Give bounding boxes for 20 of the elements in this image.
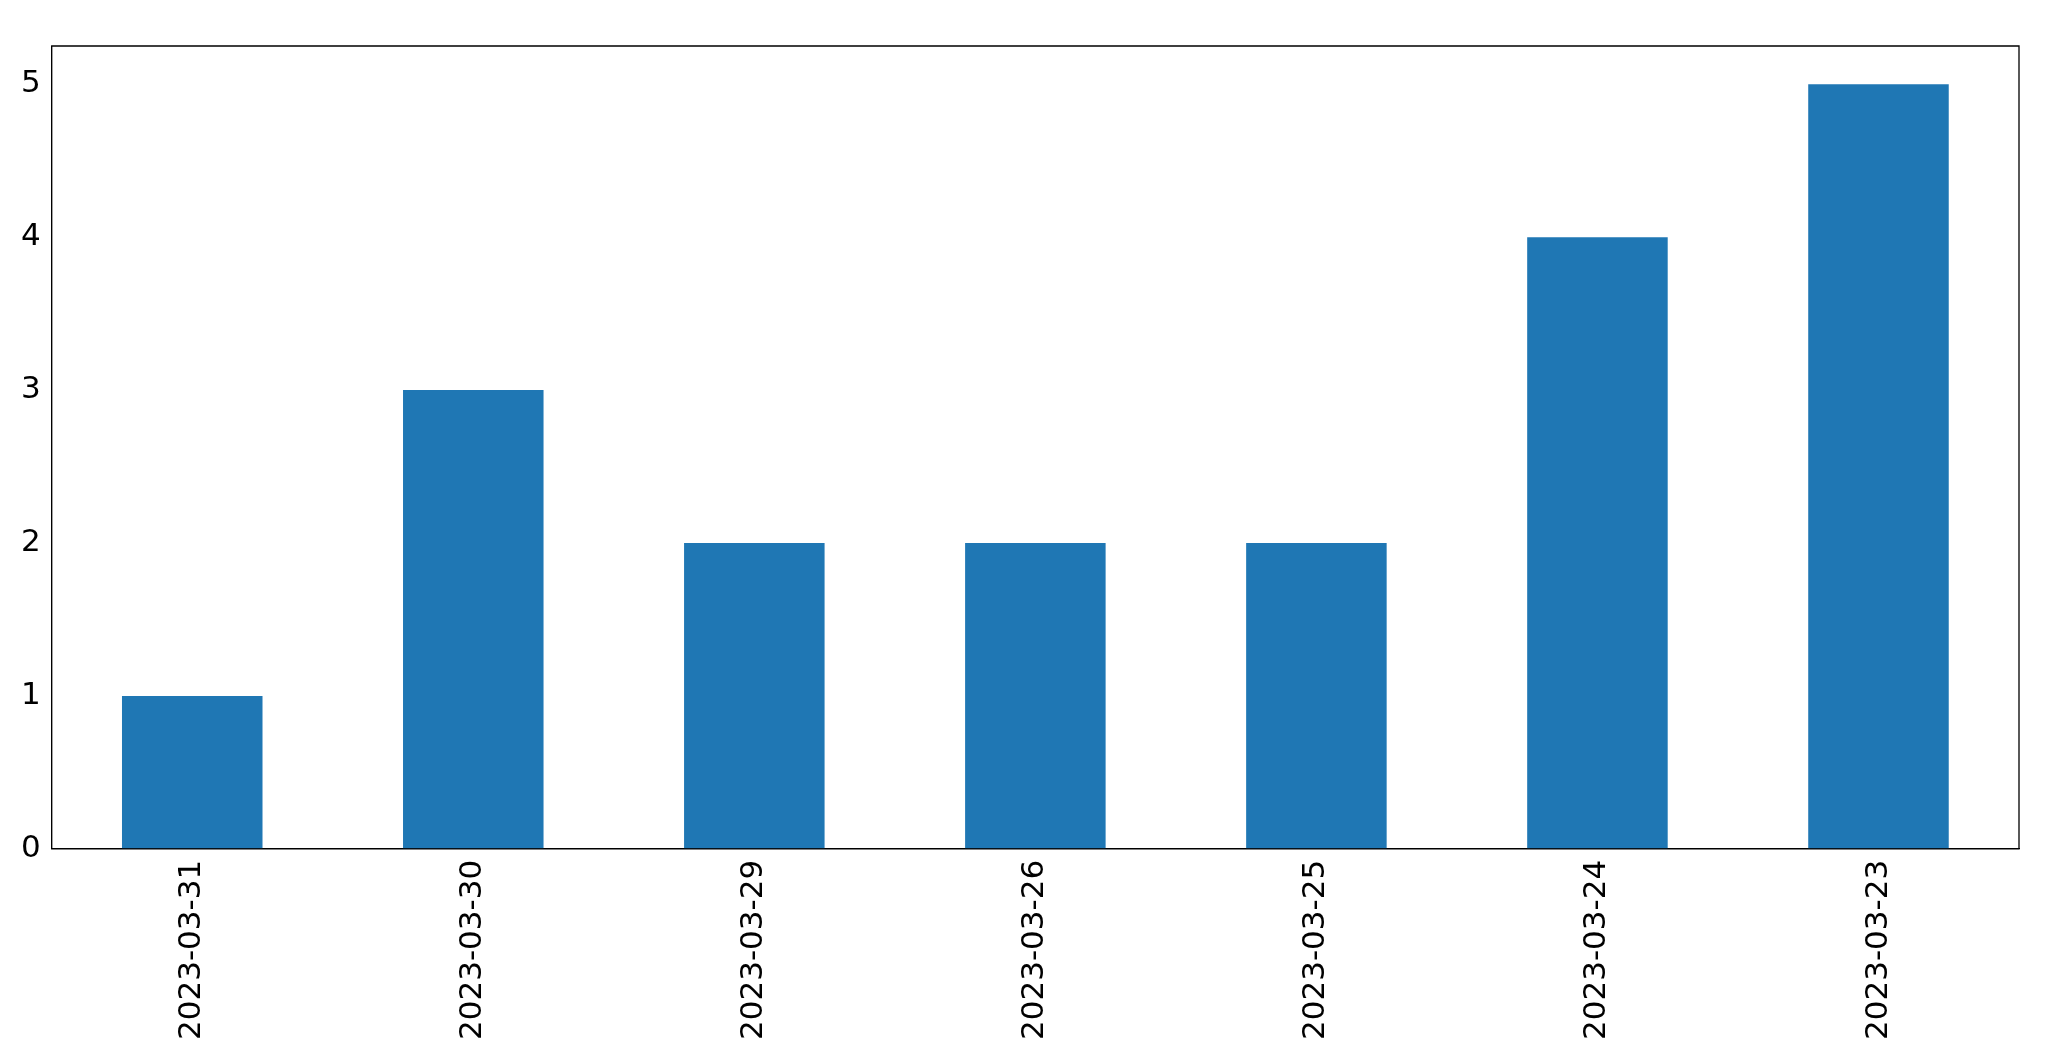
y-tick-label: 5 — [20, 63, 41, 100]
bar — [1527, 237, 1668, 849]
bar — [1808, 84, 1949, 849]
x-tick-label: 2023-03-26 — [1014, 859, 1051, 1041]
bar — [121, 695, 263, 849]
x-tick-label: 2023-03-29 — [733, 859, 770, 1041]
y-tick-label: 3 — [20, 369, 41, 406]
bar — [1246, 543, 1387, 849]
x-tick-label: 2023-03-24 — [1576, 859, 1613, 1041]
bar — [403, 390, 544, 849]
y-tick-label: 1 — [20, 674, 41, 711]
x-tick-label: 2023-03-23 — [1857, 859, 1894, 1041]
bar — [684, 543, 825, 849]
x-tick-label: 2023-03-25 — [1295, 859, 1332, 1041]
x-tick-label: 2023-03-31 — [171, 859, 208, 1041]
y-tick-label: 2 — [20, 522, 41, 559]
x-tick-label: 2023-03-30 — [452, 859, 489, 1041]
y-tick-label: 4 — [20, 216, 41, 253]
y-tick-label: 0 — [20, 827, 41, 864]
bar — [965, 543, 1106, 849]
